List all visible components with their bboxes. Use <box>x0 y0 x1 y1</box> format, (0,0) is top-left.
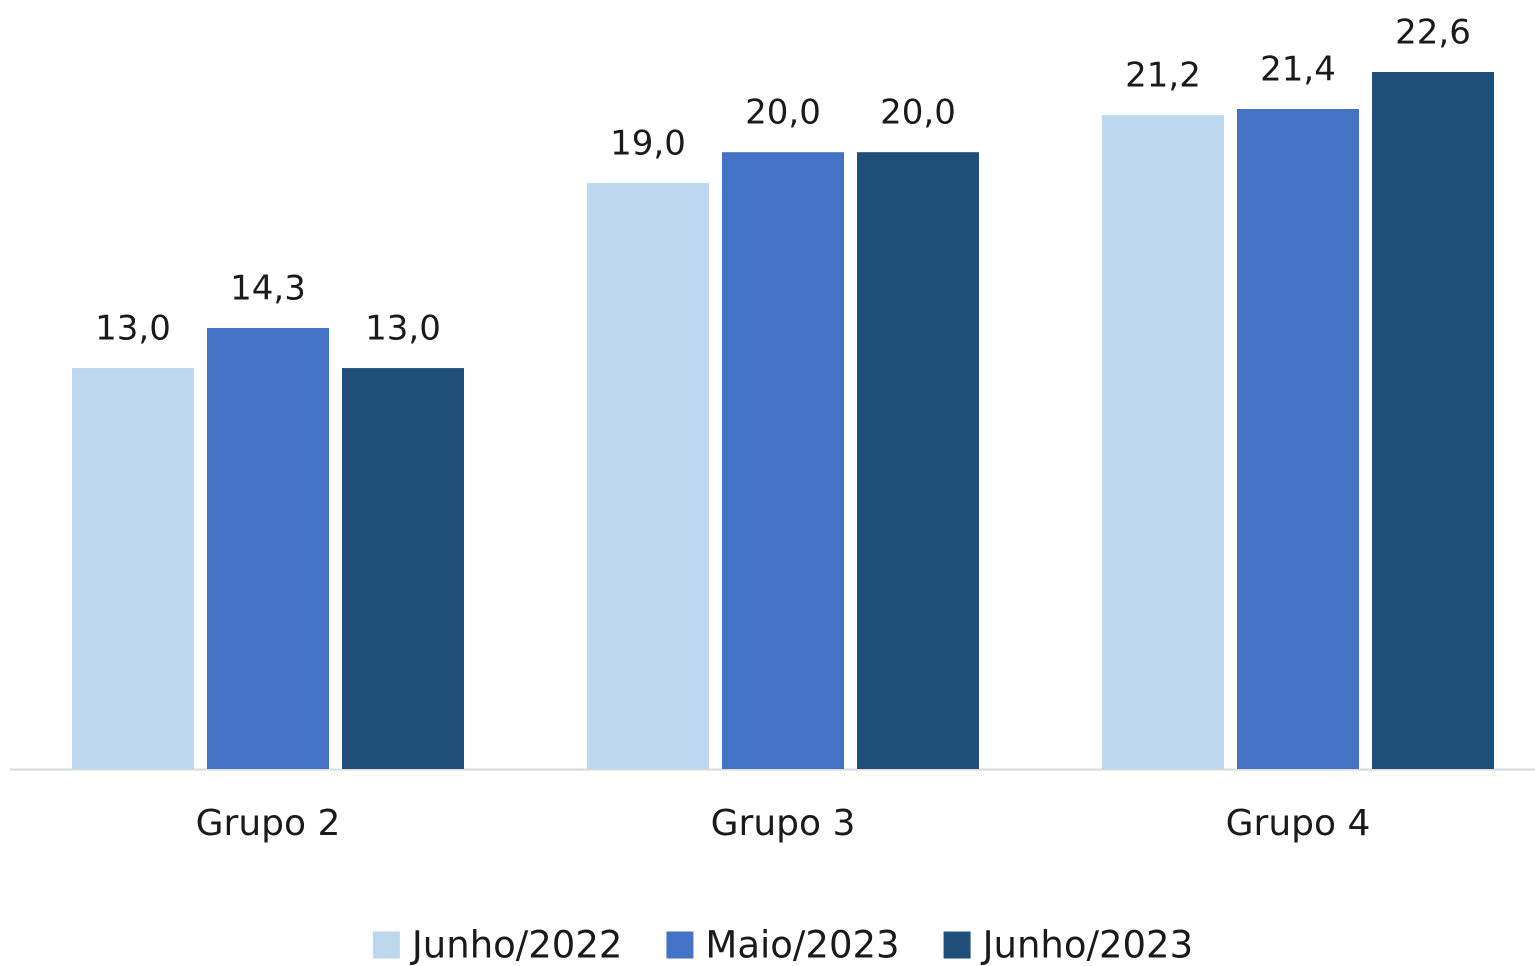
x-tick-label: Grupo 4 <box>1226 803 1371 844</box>
value-label: 20,0 <box>880 93 956 133</box>
bar <box>342 368 464 769</box>
value-label: 13,0 <box>95 309 171 349</box>
bar <box>857 152 979 769</box>
value-label: 22,6 <box>1395 13 1471 53</box>
value-label: 21,4 <box>1260 50 1336 90</box>
legend-swatch <box>666 931 694 959</box>
bar <box>1237 109 1359 769</box>
bar <box>72 368 194 769</box>
bar <box>207 327 329 769</box>
x-tick-label: Grupo 3 <box>711 803 856 844</box>
bar <box>1102 115 1224 769</box>
value-label: 21,2 <box>1125 56 1201 96</box>
x-tick-label: Grupo 2 <box>196 803 341 844</box>
value-label: 13,0 <box>365 309 441 349</box>
value-label: 19,0 <box>610 124 686 164</box>
value-label: 14,3 <box>230 268 306 308</box>
legend-label: Junho/2022 <box>410 924 623 966</box>
value-label: 20,0 <box>745 93 821 133</box>
legend-label: Junho/2023 <box>981 924 1194 966</box>
bar <box>1372 72 1494 769</box>
bar <box>587 183 709 769</box>
legend-swatch <box>372 931 400 959</box>
bar <box>722 152 844 769</box>
legend-swatch <box>943 931 971 959</box>
legend-label: Maio/2023 <box>705 924 899 966</box>
